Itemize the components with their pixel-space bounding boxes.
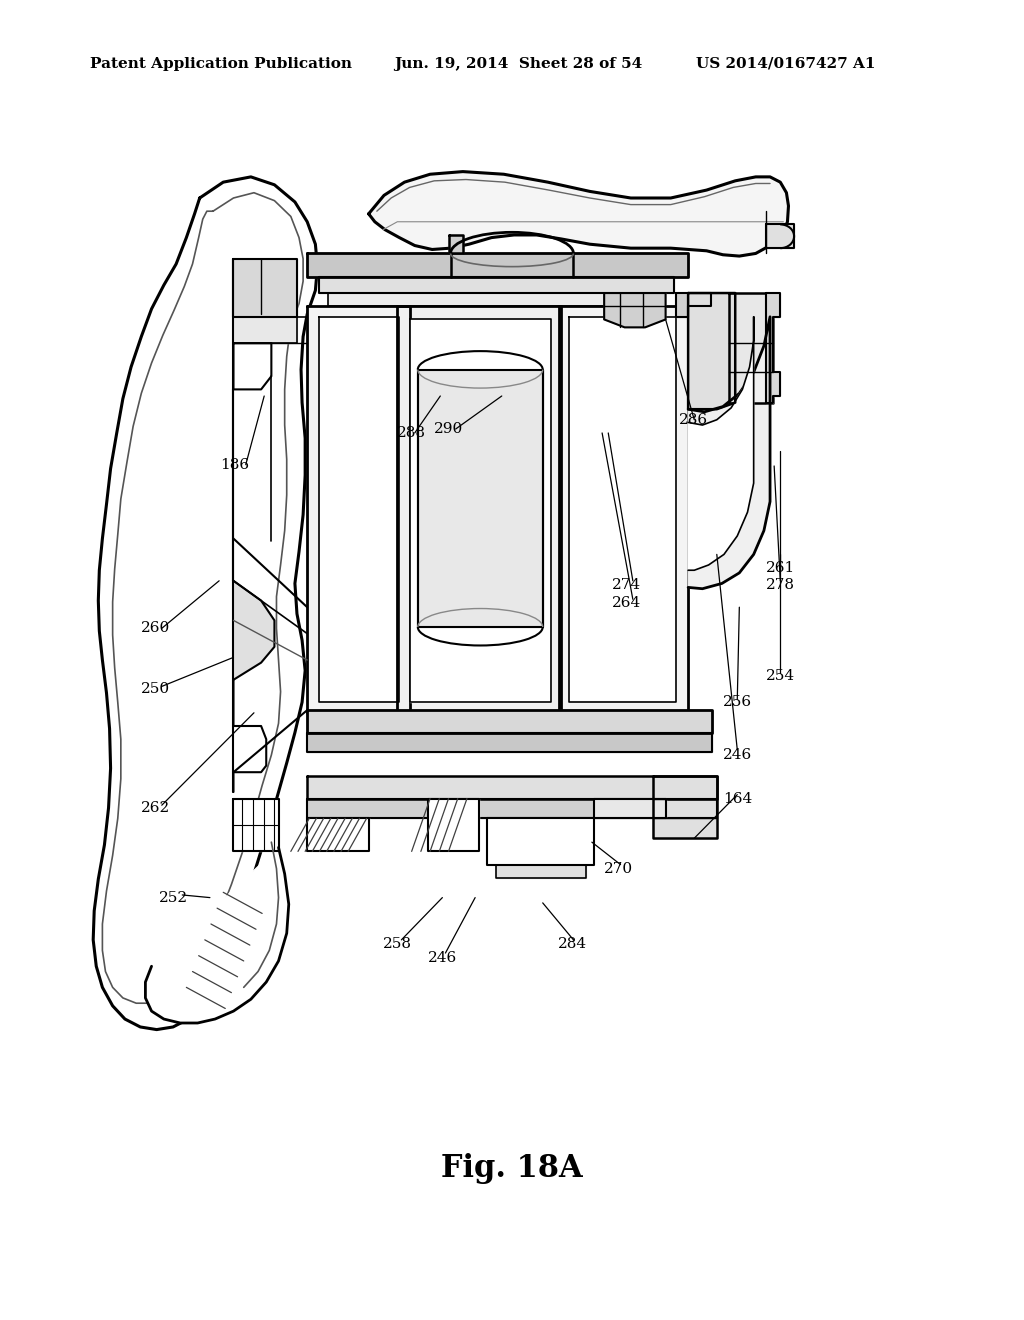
Polygon shape [319, 277, 674, 293]
Text: 186: 186 [220, 458, 249, 471]
Polygon shape [233, 680, 266, 792]
Text: Jun. 19, 2014  Sheet 28 of 54: Jun. 19, 2014 Sheet 28 of 54 [394, 57, 642, 71]
Text: US 2014/0167427 A1: US 2014/0167427 A1 [696, 57, 876, 71]
Polygon shape [307, 799, 717, 818]
Text: 260: 260 [141, 622, 171, 635]
Polygon shape [449, 235, 463, 253]
Polygon shape [307, 306, 410, 713]
Text: 258: 258 [383, 937, 412, 950]
Text: 262: 262 [141, 801, 171, 814]
Polygon shape [307, 818, 369, 851]
Polygon shape [766, 293, 780, 403]
Text: 246: 246 [723, 748, 753, 762]
Polygon shape [410, 319, 551, 702]
Polygon shape [594, 799, 666, 818]
Polygon shape [307, 710, 712, 733]
Polygon shape [418, 370, 543, 627]
Polygon shape [307, 253, 688, 277]
Text: Patent Application Publication: Patent Application Publication [90, 57, 352, 71]
Text: 284: 284 [558, 937, 587, 950]
Polygon shape [496, 865, 586, 878]
Polygon shape [307, 733, 712, 752]
Text: 278: 278 [766, 578, 795, 591]
Polygon shape [319, 317, 399, 702]
Polygon shape [604, 293, 666, 327]
Polygon shape [688, 293, 735, 409]
Polygon shape [307, 776, 717, 799]
Polygon shape [688, 317, 770, 589]
Polygon shape [233, 343, 271, 389]
Text: 250: 250 [141, 682, 170, 696]
Text: 252: 252 [159, 891, 187, 904]
Polygon shape [653, 776, 717, 838]
Polygon shape [233, 317, 297, 343]
Polygon shape [145, 847, 289, 1023]
Polygon shape [487, 818, 594, 865]
Text: 286: 286 [679, 413, 708, 426]
Polygon shape [559, 306, 688, 713]
Polygon shape [93, 177, 317, 1030]
Text: 264: 264 [612, 597, 642, 610]
Polygon shape [729, 293, 773, 403]
Polygon shape [676, 293, 711, 317]
Text: 256: 256 [723, 696, 752, 709]
Polygon shape [688, 317, 754, 570]
Polygon shape [233, 259, 297, 317]
Text: 290: 290 [434, 422, 464, 436]
Polygon shape [397, 306, 561, 713]
Text: 246: 246 [428, 952, 458, 965]
Text: 164: 164 [723, 792, 753, 805]
Text: 254: 254 [766, 669, 795, 682]
Text: 270: 270 [604, 862, 633, 875]
Text: 261: 261 [766, 561, 796, 574]
Text: 274: 274 [612, 578, 641, 591]
Text: Fig. 18A: Fig. 18A [441, 1152, 583, 1184]
Polygon shape [328, 293, 664, 306]
Polygon shape [233, 581, 274, 680]
Polygon shape [428, 799, 479, 851]
Polygon shape [233, 799, 279, 851]
Text: 288: 288 [397, 426, 426, 440]
Polygon shape [766, 224, 794, 248]
Polygon shape [369, 172, 788, 256]
Polygon shape [569, 317, 676, 702]
